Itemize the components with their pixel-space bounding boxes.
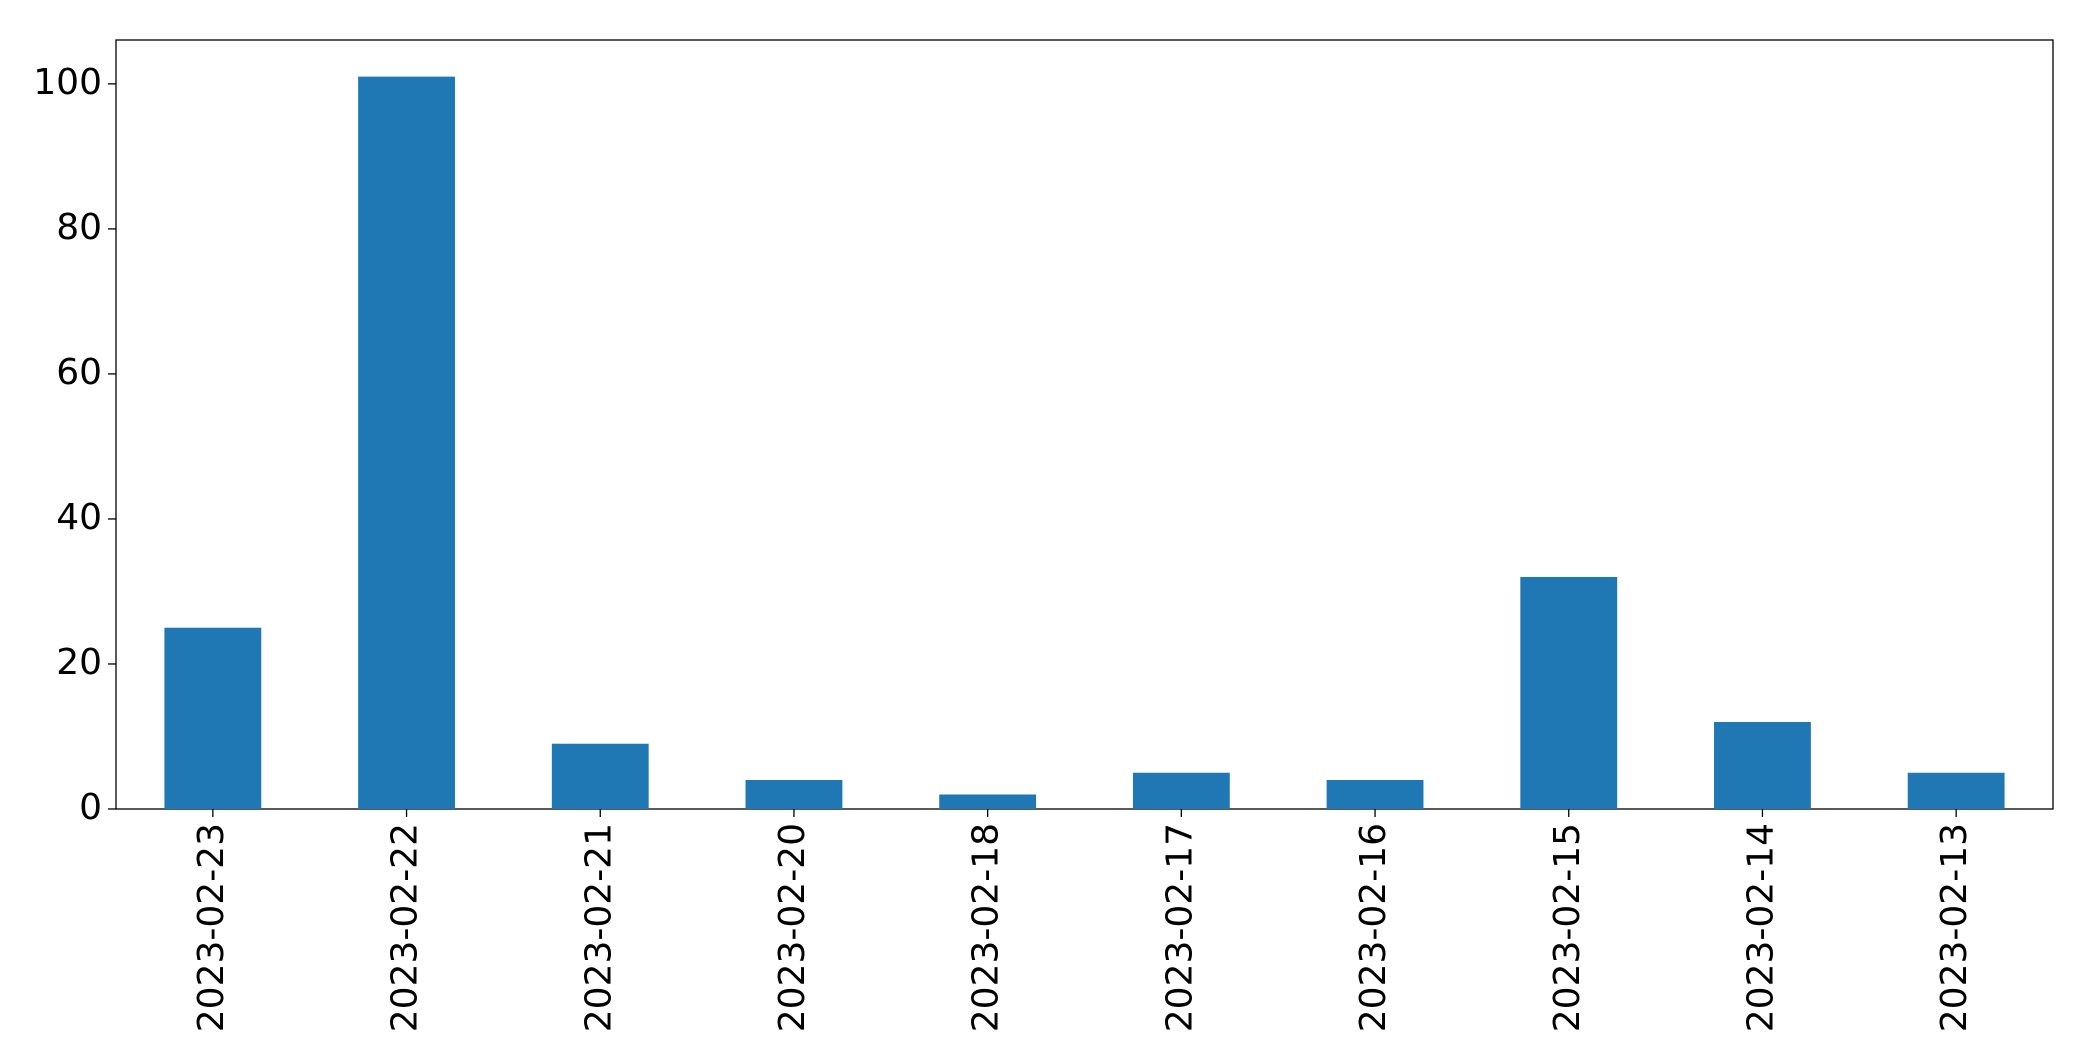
x-tick-label: 2023-02-18 [966, 823, 1007, 1032]
bar [551, 743, 649, 809]
bar [939, 794, 1037, 809]
x-tick-label: 2023-02-21 [578, 823, 619, 1032]
bar [1132, 772, 1230, 809]
x-tick-label: 2023-02-13 [1934, 823, 1975, 1032]
bar [358, 76, 455, 810]
x-tick-label: 2023-02-23 [191, 823, 232, 1032]
x-tick-label: 2023-02-16 [1353, 823, 1394, 1032]
y-tick-label: 100 [33, 62, 102, 103]
bar [164, 627, 262, 809]
x-tick-label: 2023-02-14 [1740, 823, 1781, 1032]
x-tick-label: 2023-02-17 [1159, 823, 1200, 1032]
plot-frame [115, 39, 2054, 810]
x-tick-label: 2023-02-20 [772, 823, 813, 1032]
y-tick-label: 40 [56, 497, 102, 538]
bar [745, 779, 843, 809]
x-tick-label: 2023-02-22 [385, 823, 426, 1032]
y-tick-label: 0 [79, 787, 102, 828]
y-tick-label: 80 [56, 207, 102, 248]
bar [1907, 772, 2005, 809]
y-tick-label: 60 [56, 352, 102, 393]
bar [1326, 779, 1424, 809]
bar [1520, 576, 1618, 809]
x-tick-label: 2023-02-15 [1547, 823, 1588, 1032]
y-tick-label: 20 [56, 642, 102, 683]
bar [1714, 721, 1811, 809]
